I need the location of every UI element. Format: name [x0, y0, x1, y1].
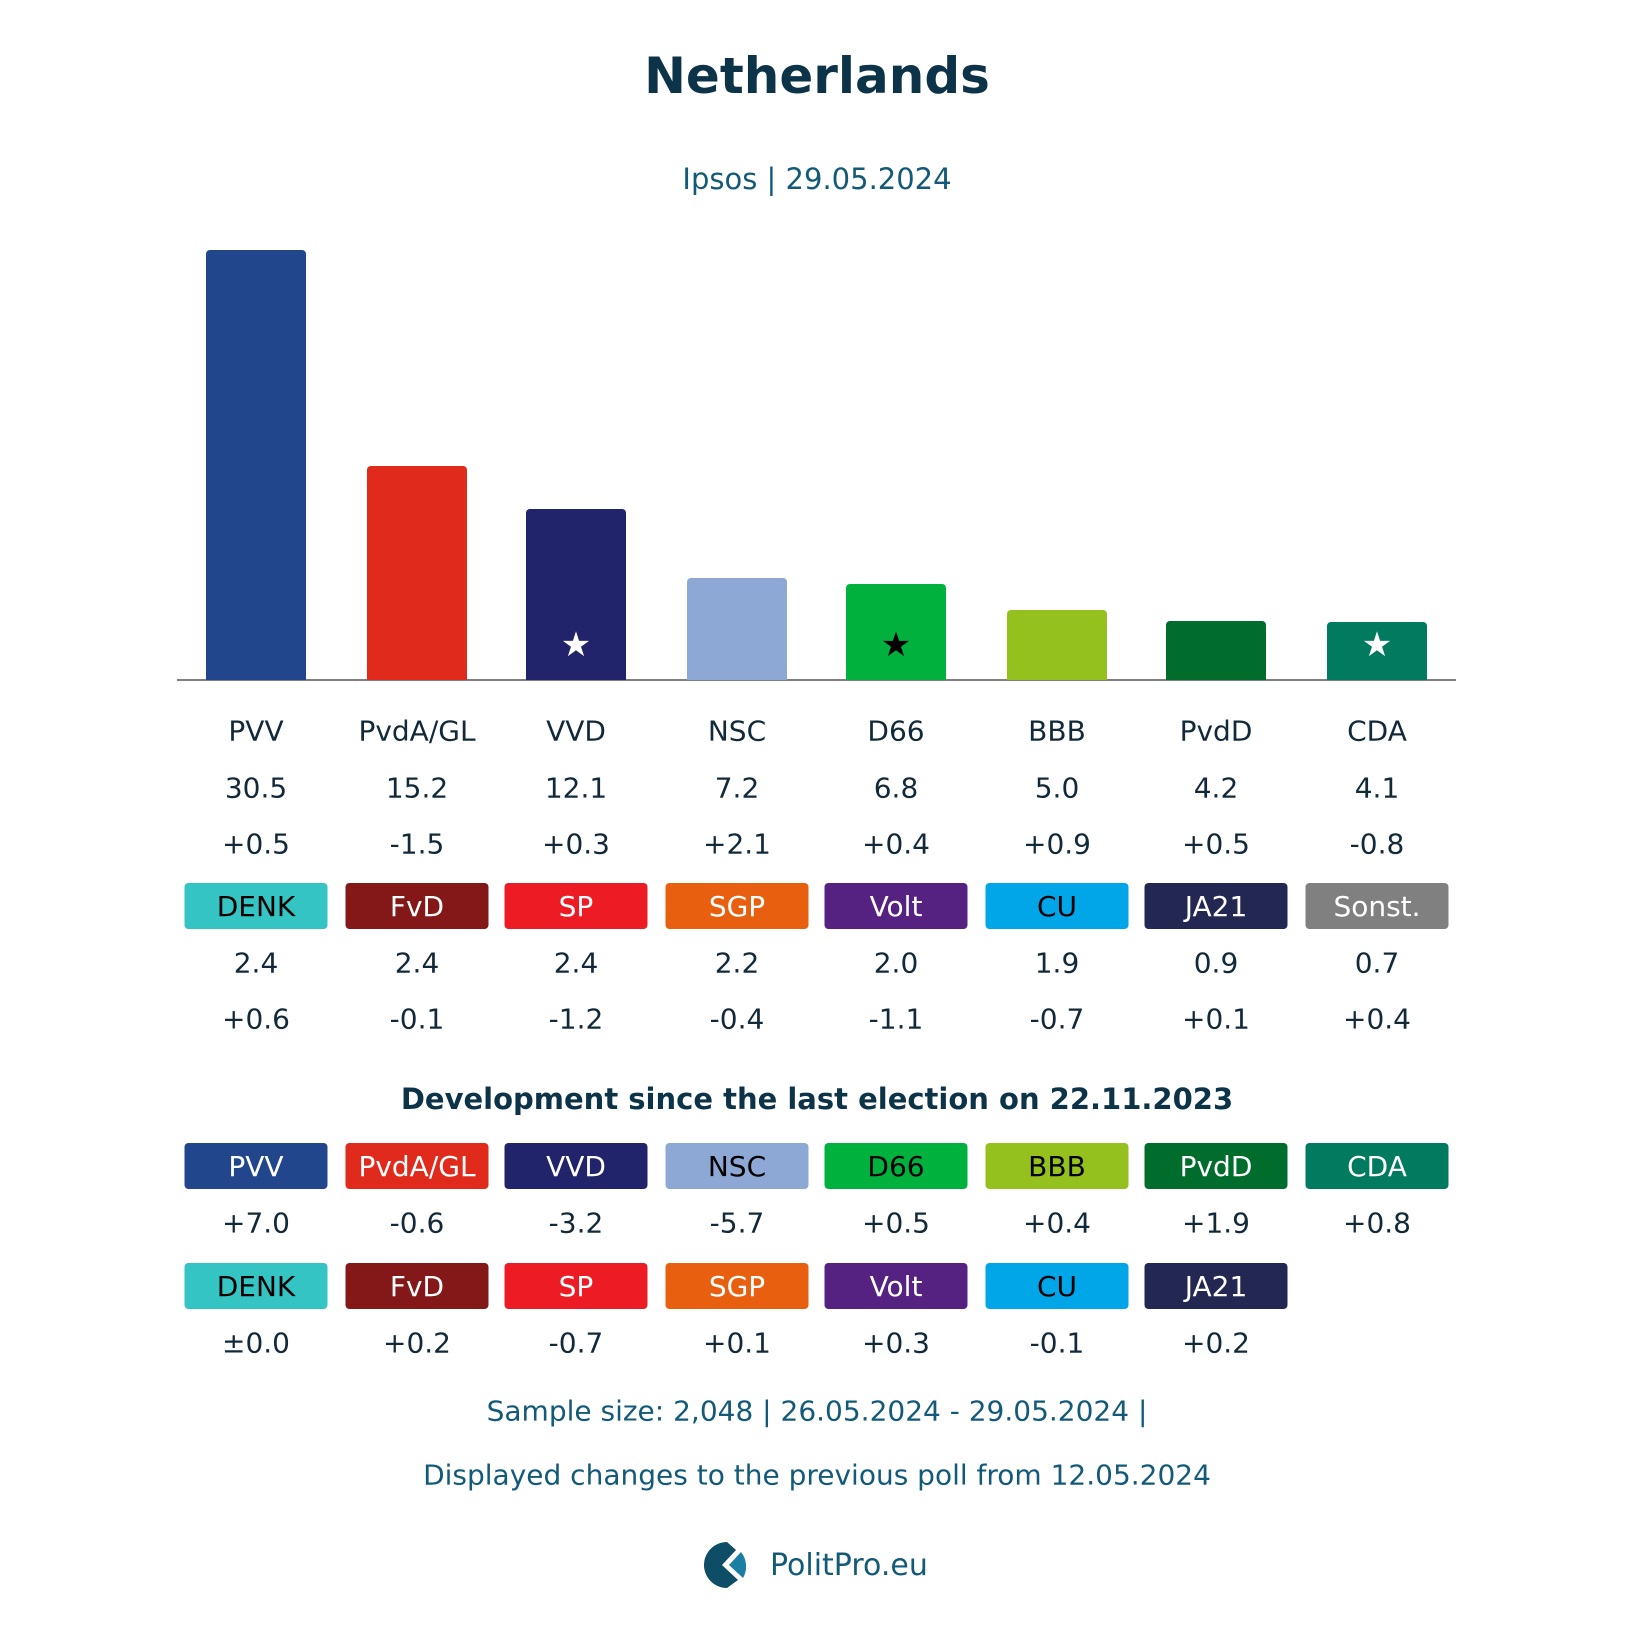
party-badge: SP [504, 883, 648, 929]
development-change: +0.2 [383, 1326, 451, 1360]
party-badge: D66 [824, 1143, 968, 1189]
party-badge: SGP [665, 883, 809, 929]
value-label: 6.8 [873, 771, 919, 805]
party-badge: CDA [1305, 1143, 1449, 1189]
party-badge: SP [504, 1263, 648, 1309]
party-badge: Sonst. [1305, 883, 1449, 929]
development-change: +1.9 [1182, 1206, 1250, 1240]
development-change: +0.3 [862, 1326, 930, 1360]
value-label: 1.9 [1034, 946, 1080, 980]
party-label: VVD [546, 714, 606, 748]
value-label: 0.7 [1354, 946, 1400, 980]
politpro-logo[interactable]: PolitPro.eu [700, 1540, 928, 1590]
changes-note: Displayed changes to the previous poll f… [423, 1458, 1211, 1492]
party-badge: FvD [345, 883, 489, 929]
party-badge: Volt [824, 1263, 968, 1309]
bar-cda: ★ [1327, 622, 1427, 680]
party-label: PVV [228, 714, 284, 748]
bar-pvdagl [367, 465, 467, 680]
party-badge: NSC [665, 1143, 809, 1189]
development-change: +0.4 [1023, 1206, 1091, 1240]
development-change: +7.0 [222, 1206, 290, 1240]
value-label: 2.2 [714, 946, 760, 980]
change-label: -0.8 [1349, 827, 1405, 861]
party-badge: DENK [184, 1263, 328, 1309]
party-badge: Volt [824, 883, 968, 929]
value-label: 12.1 [544, 771, 608, 805]
value-label: 2.4 [233, 946, 279, 980]
change-label: +0.9 [1023, 827, 1091, 861]
party-badge: CU [985, 883, 1129, 929]
value-label: 7.2 [714, 771, 760, 805]
development-change: +0.1 [703, 1326, 771, 1360]
star-icon: ★ [880, 624, 912, 665]
star-icon: ★ [560, 624, 592, 665]
change-label: -1.1 [868, 1002, 924, 1036]
development-change: -0.1 [1029, 1326, 1085, 1360]
party-badge: JA21 [1144, 1263, 1288, 1309]
bar-vvd: ★ [526, 509, 626, 680]
development-change: +0.8 [1343, 1206, 1411, 1240]
change-label: +0.1 [1182, 1002, 1250, 1036]
change-label: +0.3 [542, 827, 610, 861]
party-label: NSC [707, 714, 767, 748]
development-change: -3.2 [548, 1206, 604, 1240]
development-change: -0.7 [548, 1326, 604, 1360]
change-label: +0.4 [862, 827, 930, 861]
development-change: +0.5 [862, 1206, 930, 1240]
party-badge: VVD [504, 1143, 648, 1189]
development-change: -5.7 [709, 1206, 765, 1240]
value-label: 4.2 [1193, 771, 1239, 805]
party-label: BBB [1028, 714, 1086, 748]
development-change: +0.2 [1182, 1326, 1250, 1360]
politpro-logo-icon [704, 1542, 747, 1588]
bar-bbb [1007, 609, 1107, 680]
x-axis-line [177, 679, 1456, 681]
change-label: -1.2 [548, 1002, 604, 1036]
sample-info: Sample size: 2,048 | 26.05.2024 - 29.05.… [486, 1394, 1148, 1428]
development-change: -0.6 [389, 1206, 445, 1240]
development-change: ±0.0 [222, 1326, 290, 1360]
star-icon: ★ [1361, 624, 1393, 665]
party-badge: DENK [184, 883, 328, 929]
change-label: -0.4 [709, 1002, 765, 1036]
change-label: +0.5 [1182, 827, 1250, 861]
party-badge: JA21 [1144, 883, 1288, 929]
bar-nsc [687, 578, 787, 680]
brand-name: PolitPro.eu [770, 1547, 928, 1583]
value-label: 2.4 [553, 946, 599, 980]
value-label: 15.2 [385, 771, 449, 805]
change-label: -0.1 [389, 1002, 445, 1036]
change-label: +2.1 [703, 827, 771, 861]
value-label: 2.4 [394, 946, 440, 980]
value-label: 5.0 [1034, 771, 1080, 805]
party-label: D66 [867, 714, 925, 748]
value-label: 2.0 [873, 946, 919, 980]
change-label: +0.4 [1343, 1002, 1411, 1036]
change-label: -1.5 [389, 827, 445, 861]
value-label: 4.1 [1354, 771, 1400, 805]
party-badge: PvdD [1144, 1143, 1288, 1189]
change-label: +0.5 [222, 827, 290, 861]
change-label: -0.7 [1029, 1002, 1085, 1036]
chart-title: Netherlands [644, 47, 990, 105]
party-badge: SGP [665, 1263, 809, 1309]
chart-subtitle: Ipsos | 29.05.2024 [682, 162, 952, 196]
party-badge: CU [985, 1263, 1129, 1309]
bar-d66: ★ [846, 584, 946, 680]
party-label: PvdD [1179, 714, 1253, 748]
party-badge: PVV [184, 1143, 328, 1189]
bar-pvdd [1166, 620, 1266, 680]
party-badge: FvD [345, 1263, 489, 1309]
party-label: PvdA/GL [358, 714, 476, 748]
party-badge: BBB [985, 1143, 1129, 1189]
party-label: CDA [1347, 714, 1407, 748]
bar-pvv [206, 250, 306, 680]
change-label: +0.6 [222, 1002, 290, 1036]
party-badge: PvdA/GL [345, 1143, 489, 1189]
value-label: 30.5 [224, 771, 288, 805]
value-label: 0.9 [1193, 946, 1239, 980]
development-title: Development since the last election on 2… [400, 1082, 1234, 1116]
